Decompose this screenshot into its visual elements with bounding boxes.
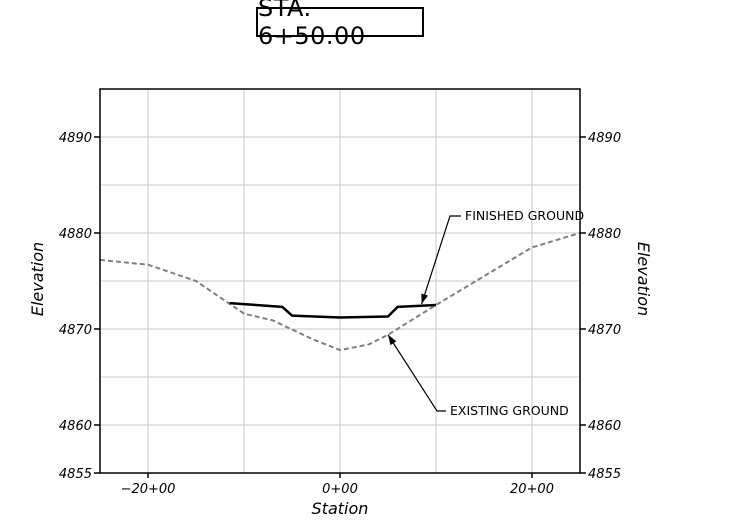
y-tick-label-left: 4890 bbox=[59, 131, 92, 146]
grid bbox=[100, 89, 580, 473]
callout-label: FINISHED GROUND bbox=[465, 208, 584, 223]
y-tick-label-right: 4860 bbox=[588, 419, 621, 434]
arrowhead bbox=[421, 293, 429, 305]
x-tick-label: 20+00 bbox=[510, 482, 554, 497]
y-tick-label-left: 4870 bbox=[59, 323, 92, 338]
x-tick-label: 0+00 bbox=[322, 482, 358, 497]
finished-ground-line bbox=[229, 301, 437, 319]
annotation-layer: FINISHED GROUND EXISTING GROUND bbox=[387, 208, 584, 418]
y-axis-label-right: Elevation bbox=[634, 242, 653, 316]
existing-ground-callout: EXISTING GROUND bbox=[387, 334, 569, 418]
callout-label: EXISTING GROUND bbox=[450, 403, 569, 418]
arrowhead bbox=[388, 334, 397, 346]
x-axis-label: Station bbox=[312, 499, 369, 518]
leader-line bbox=[421, 215, 461, 305]
y-tick-label-left: 4860 bbox=[59, 419, 92, 434]
leader-line bbox=[387, 334, 446, 412]
series-layer bbox=[99, 232, 581, 352]
y-tick-label-right: 4855 bbox=[588, 467, 621, 482]
y-tick-label-left: 4880 bbox=[59, 227, 92, 242]
existing-ground-line bbox=[99, 232, 581, 352]
y-axis-label-left: Elevation bbox=[28, 242, 47, 316]
y-tick-label-right: 4880 bbox=[588, 227, 621, 242]
y-tick-label-left: 4855 bbox=[59, 467, 92, 482]
finished-ground-callout: FINISHED GROUND bbox=[421, 208, 584, 305]
y-tick-label-right: 4870 bbox=[588, 323, 621, 338]
x-tick-label: −20+00 bbox=[121, 482, 176, 497]
tick-layer: 4855 4855 4860 4860 4870 4870 4880 4880 4890 4890… bbox=[59, 131, 621, 497]
y-tick-label-right: 4890 bbox=[588, 131, 621, 146]
